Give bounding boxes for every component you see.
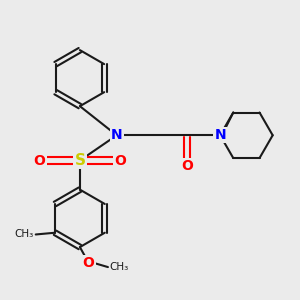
Text: N: N (111, 128, 122, 142)
Text: S: S (74, 153, 86, 168)
Text: O: O (34, 154, 46, 167)
Text: O: O (114, 154, 126, 167)
Text: O: O (181, 159, 193, 173)
Text: CH₃: CH₃ (15, 230, 34, 239)
Text: N: N (214, 128, 226, 142)
Text: O: O (83, 256, 94, 270)
Text: CH₃: CH₃ (110, 262, 129, 272)
